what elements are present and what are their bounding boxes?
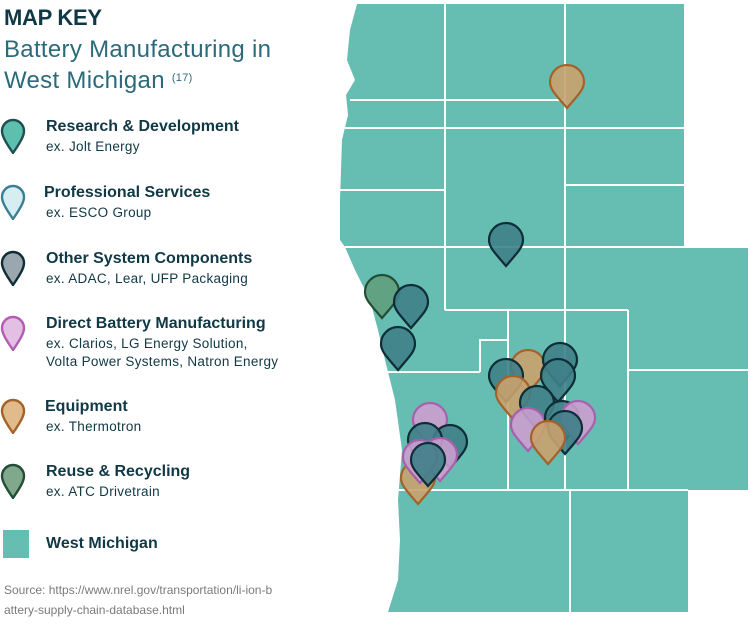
region-label: West Michigan (46, 535, 158, 552)
legend-example: ex. ATC Drivetrain (46, 484, 160, 499)
legend-example: ex. Jolt Energy (46, 139, 140, 154)
research-pin-icon (0, 118, 26, 154)
map-subtitle: Battery Manufacturing in West Michigan (… (4, 34, 324, 96)
legend-name: Direct Battery Manufacturing (46, 315, 266, 332)
subtitle-reference: (17) (171, 72, 193, 84)
region-swatch (3, 530, 29, 558)
source-note: Source: https://www.nrel.gov/transportat… (4, 583, 273, 617)
components-pin-icon (0, 250, 26, 286)
legend-name: Professional Services (44, 184, 211, 201)
legend-equipment: Equipment ex. Thermotron (0, 398, 330, 448)
legend-other-system-components: Other System Components ex. ADAC, Lear, … (0, 250, 330, 300)
battery-pin-icon (0, 315, 26, 351)
map-pin-comp (392, 283, 430, 330)
subtitle-line-2: West Michigan (4, 67, 165, 94)
legend-direct-battery-manufacturing: Direct Battery Manufacturing ex. Clarios… (0, 315, 330, 379)
equipment-pin-icon (0, 398, 26, 434)
map-key-title: MAP KEY (4, 5, 102, 30)
legend-professional-services: Professional Services ex. ESCO Group (0, 184, 330, 234)
legend-name: Research & Development (46, 118, 239, 135)
legend-name: Equipment (45, 398, 128, 415)
subtitle-line-1: Battery Manufacturing in (4, 36, 272, 63)
map-pin-eq (529, 419, 567, 466)
legend-example: ex. ADAC, Lear, UFP Packaging (46, 271, 249, 286)
professional-pin-icon (0, 184, 26, 220)
recycling-pin-icon (0, 463, 26, 499)
map-pin-comp (379, 325, 417, 372)
legend-example-line-2: Volta Power Systems, Natron Energy (46, 354, 279, 369)
legend-example: ex. Clarios, LG Energy Solution, (46, 336, 248, 351)
legend-example: ex. ESCO Group (46, 205, 152, 220)
legend-reuse-recycling: Reuse & Recycling ex. ATC Drivetrain (0, 463, 330, 513)
legend-name: Other System Components (46, 250, 253, 267)
map-pin-eq (548, 63, 586, 110)
legend-name: Reuse & Recycling (46, 463, 191, 480)
legend-research-development: Research & Development ex. Jolt Energy (0, 118, 330, 168)
map-pin-comp (487, 221, 525, 268)
legend-example: ex. Thermotron (46, 419, 142, 434)
map-pin-comp (409, 441, 447, 488)
